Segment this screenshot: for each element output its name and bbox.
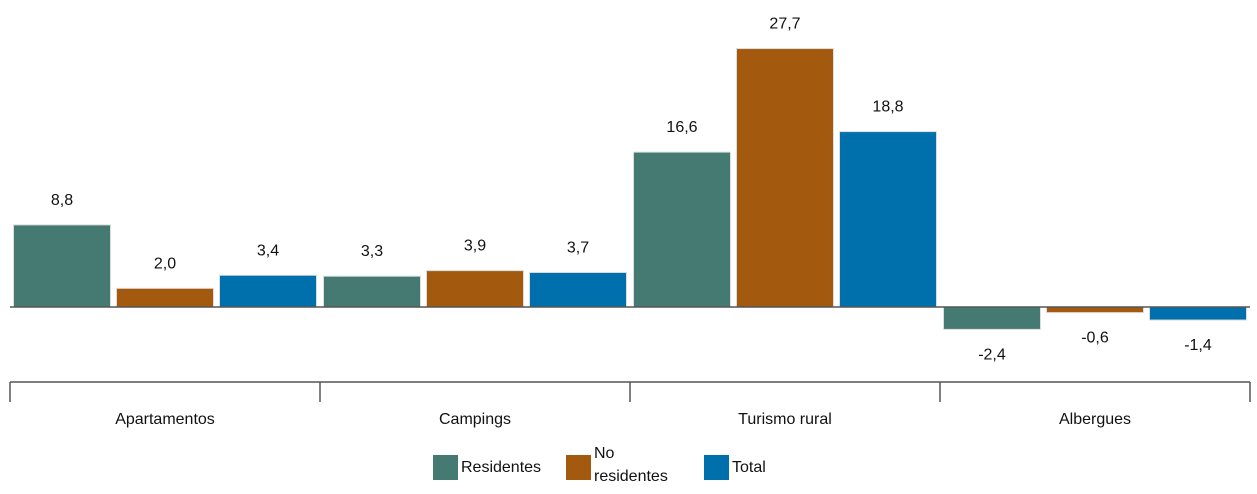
- value-label-apartamentos-total: 3,4: [257, 242, 279, 259]
- legend-swatch-total: [704, 455, 729, 480]
- value-label-turismo-rural-total: 18,8: [872, 99, 903, 116]
- value-label-albergues-total: -1,4: [1184, 337, 1212, 354]
- value-label-apartamentos-no-residentes: 2,0: [154, 255, 176, 272]
- legend-label-no-residentes: No residentes: [594, 445, 668, 485]
- value-label-albergues-no-residentes: -0,6: [1081, 330, 1109, 347]
- bar-albergues-residentes: [943, 306, 1041, 330]
- bar-campings-no-residentes: [426, 270, 524, 308]
- legend-item-total: Total: [704, 455, 766, 480]
- legend-label-residentes: Residentes: [461, 459, 541, 476]
- bar-turismo-rural-residentes: [633, 151, 731, 308]
- category-label-campings: Campings: [439, 411, 511, 428]
- bar-apartamentos-residentes: [13, 224, 111, 308]
- bar-apartamentos-total: [219, 274, 317, 308]
- legend-label-total: Total: [732, 459, 766, 476]
- value-label-turismo-rural-no-residentes: 27,7: [769, 16, 800, 33]
- category-label-albergues: Albergues: [1059, 411, 1131, 428]
- value-label-albergues-residentes: -2,4: [978, 346, 1006, 363]
- legend-swatch-no-residentes: [566, 455, 591, 480]
- value-label-campings-total: 3,7: [567, 239, 589, 256]
- bar-albergues-total: [1149, 306, 1247, 321]
- value-label-campings-residentes: 3,3: [361, 243, 383, 260]
- bar-turismo-rural-no-residentes: [736, 48, 834, 308]
- bar-apartamentos-no-residentes: [116, 287, 214, 308]
- value-label-campings-no-residentes: 3,9: [464, 238, 486, 255]
- value-label-turismo-rural-residentes: 16,6: [666, 119, 697, 136]
- category-axis: Apartamentos Campings Turismo rural Albergu…: [9, 306, 1251, 428]
- category-label-apartamentos: Apartamentos: [115, 411, 215, 428]
- bar-campings-residentes: [323, 275, 421, 308]
- legend-swatch-residentes: [433, 455, 458, 480]
- legend-item-no-residentes: No residentes: [566, 445, 668, 485]
- category-label-turismo-rural: Turismo rural: [738, 411, 832, 428]
- bar-campings-total: [529, 271, 627, 308]
- legend-item-residentes: Residentes: [433, 455, 541, 480]
- bars-layer: [13, 48, 1247, 330]
- bar-turismo-rural-total: [839, 131, 937, 308]
- value-label-apartamentos-residentes: 8,8: [51, 192, 73, 209]
- legend: Residentes No residentes Total: [433, 445, 766, 485]
- bar-albergues-no-residentes: [1046, 306, 1144, 314]
- value-labels-layer: 8,8 2,0 3,4 3,3 3,9 3,7 16,6 27,7 18,8 -2,4 -0,6 -1…: [51, 16, 1212, 364]
